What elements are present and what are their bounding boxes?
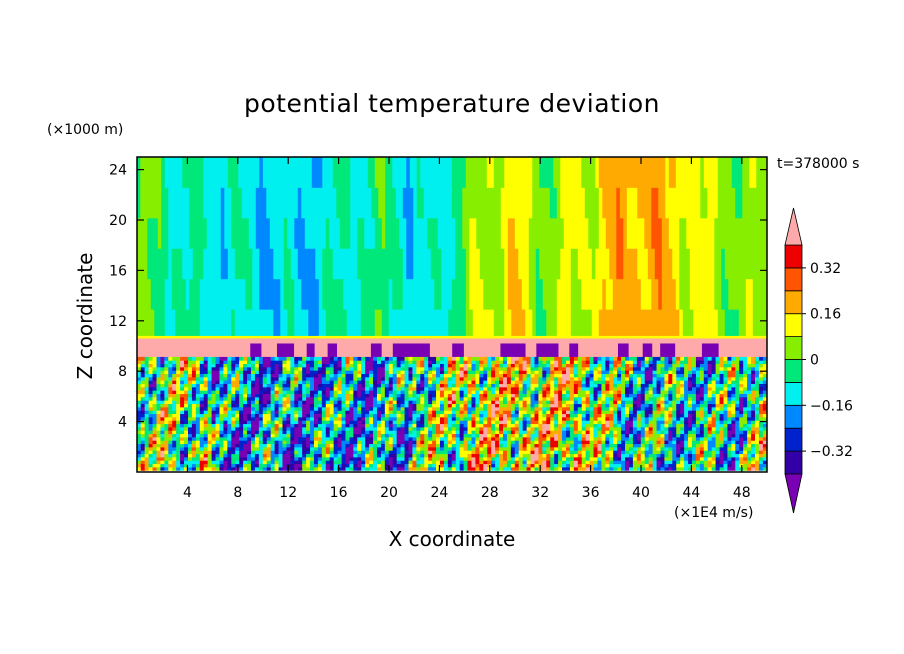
x-tick-label: 32 xyxy=(531,485,549,501)
colorbar-extend-bottom xyxy=(784,473,803,514)
x-tick-label: 40 xyxy=(632,485,650,501)
x-axis-label: X coordinate xyxy=(389,527,516,551)
colorbar-segment xyxy=(784,336,803,360)
x-tick-label: 44 xyxy=(682,485,700,501)
x-tick-label: 8 xyxy=(233,485,242,501)
colorbar-tick-label: 0 xyxy=(810,353,819,369)
x-tick-label: 4 xyxy=(183,485,192,501)
x-tick-label: 12 xyxy=(279,485,297,501)
chart-title: potential temperature deviation xyxy=(244,89,660,118)
y-tick-label: 24 xyxy=(109,163,127,179)
colorbar: −0.32 −0.16 0 0.16 0.32 xyxy=(784,207,853,514)
colorbar-segment xyxy=(784,450,803,475)
colorbar-extend-top xyxy=(784,207,803,246)
time-label: t=378000 s xyxy=(777,156,859,172)
y-tick-label: 4 xyxy=(118,415,127,431)
x-unit-label: (×1E4 m/s) xyxy=(674,505,753,521)
x-tick-label: 36 xyxy=(582,485,600,501)
plot-area xyxy=(137,157,767,471)
colorbar-segment xyxy=(784,359,803,383)
colorbar-segment xyxy=(784,381,803,406)
y-tick-label: 16 xyxy=(109,263,127,279)
x-tick-label: 20 xyxy=(380,485,398,501)
y-axis-label: Z coordinate xyxy=(73,253,97,380)
colorbar-tick-label: −0.16 xyxy=(810,398,853,414)
colorbar-tick-label: 0.16 xyxy=(810,307,841,323)
x-tick-label: 16 xyxy=(330,485,348,501)
y-unit-label: (×1000 m) xyxy=(47,122,123,138)
x-tick-label: 28 xyxy=(481,485,499,501)
colorbar-segment xyxy=(784,267,803,292)
x-tick-label: 24 xyxy=(430,485,448,501)
colorbar-segment xyxy=(784,290,803,315)
y-tick-label: 20 xyxy=(109,213,127,229)
colorbar-segment xyxy=(784,244,803,269)
x-tick-label: 48 xyxy=(733,485,751,501)
colorbar-tick-label: −0.32 xyxy=(810,444,853,460)
colorbar-segment xyxy=(784,313,803,338)
y-tick-label: 8 xyxy=(118,364,127,380)
colorbar-tick-label: 0.32 xyxy=(810,261,841,277)
colorbar-segment xyxy=(784,427,803,452)
y-tick-label: 12 xyxy=(109,314,127,330)
colorbar-segment xyxy=(784,404,803,429)
